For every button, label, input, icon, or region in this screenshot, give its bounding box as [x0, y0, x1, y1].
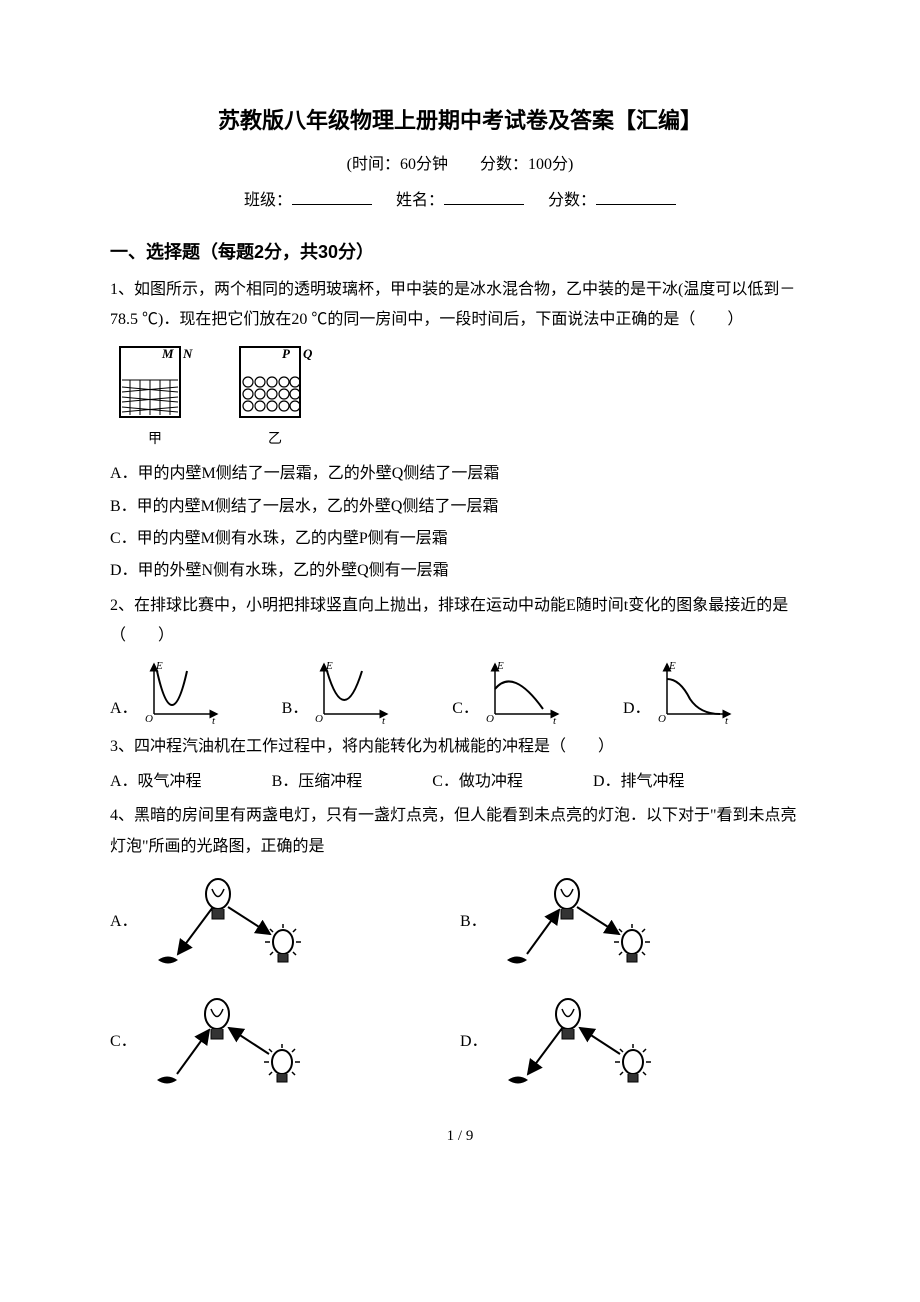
cup-yi: P Q 乙: [230, 342, 320, 454]
time-score: (时间：60分钟 分数：100分): [110, 150, 810, 180]
cup-jia-N: N: [182, 346, 193, 361]
q1-B: B．甲的内壁M侧结了一层水，乙的外壁Q侧结了一层霜: [110, 492, 810, 522]
q1-stem: 1、如图所示，两个相同的透明玻璃杯，甲中装的是冰水混合物，乙中装的是干冰(温度可…: [110, 275, 810, 336]
cup-yi-svg: P Q: [230, 342, 320, 427]
svg-text:t: t: [725, 715, 729, 724]
class-blank: [292, 188, 372, 205]
q3-stem: 3、四冲程汽油机在工作过程中，将内能转化为机械能的冲程是（ ）: [110, 732, 810, 762]
class-label: 班级：: [244, 192, 292, 209]
q2-chart-A: A． E t O: [110, 659, 222, 724]
cup-jia: M N 甲: [110, 342, 200, 454]
q1-figure: M N 甲 P Q 乙: [110, 342, 810, 454]
cup-jia-label: 甲: [110, 427, 200, 454]
svg-text:E: E: [496, 660, 504, 672]
svg-text:O: O: [658, 713, 666, 724]
q4-stem: 4、黑暗的房间里有两盏电灯，只有一盏灯点亮，但人能看到未点亮的灯泡．以下对于"看…: [110, 801, 810, 862]
q2-chart-B: B． E t O: [282, 659, 393, 724]
q2-B-label: B．: [282, 694, 309, 724]
section-1-header: 一、选择题（每题2分，共30分）: [110, 235, 810, 269]
q4-fig-B: B．: [460, 872, 810, 972]
cup-jia-M: M: [161, 346, 174, 361]
cup-jia-svg: M N: [110, 342, 200, 427]
q2-chart-C: C． E t O: [452, 659, 563, 724]
q1-C: C．甲的内壁M侧有水珠，乙的内壁P侧有一层霜: [110, 524, 810, 554]
score-blank: [596, 188, 676, 205]
q2-chart-D: D． E t O: [623, 659, 735, 724]
q3-choices: A．吸气冲程 B．压缩冲程 C．做功冲程 D．排气冲程: [110, 767, 810, 797]
svg-text:O: O: [315, 713, 323, 724]
svg-text:E: E: [325, 660, 333, 672]
cup-yi-label: 乙: [230, 427, 320, 454]
cup-yi-P: P: [282, 346, 291, 361]
name-label: 姓名：: [396, 192, 444, 209]
meta-line: 班级： 姓名： 分数：: [110, 186, 810, 216]
q4-D-label: D．: [460, 1027, 488, 1057]
exam-title: 苏教版八年级物理上册期中考试卷及答案【汇编】: [110, 100, 810, 142]
q3-C: C．做功冲程: [432, 767, 523, 797]
svg-text:O: O: [486, 713, 494, 724]
name-blank: [444, 188, 524, 205]
cup-yi-Q: Q: [303, 346, 313, 361]
svg-text:t: t: [553, 715, 557, 724]
q3-D: D．排气冲程: [593, 767, 685, 797]
q2-A-label: A．: [110, 694, 138, 724]
q2-C-label: C．: [452, 694, 479, 724]
score-label: 分数：: [548, 192, 596, 209]
q4-B-label: B．: [460, 907, 487, 937]
svg-text:O: O: [145, 713, 153, 724]
svg-text:t: t: [382, 715, 386, 724]
svg-text:E: E: [668, 660, 676, 672]
q3-A: A．吸气冲程: [110, 767, 202, 797]
q4-fig-A: A．: [110, 872, 460, 972]
q2-charts: A． E t O B． E t O C． E t O: [110, 659, 810, 724]
q1-A: A．甲的内壁M侧结了一层霜，乙的外壁Q侧结了一层霜: [110, 459, 810, 489]
q4-A-label: A．: [110, 907, 138, 937]
q2-stem: 2、在排球比赛中，小明把排球竖直向上抛出，排球在运动中动能E随时间t变化的图象最…: [110, 591, 810, 652]
q1-D: D．甲的外壁N侧有水珠，乙的外壁Q侧有一层霜: [110, 556, 810, 586]
q2-D-label: D．: [623, 694, 651, 724]
page-number: 1 / 9: [110, 1122, 810, 1151]
q4-fig-D: D．: [460, 992, 810, 1092]
q3-B: B．压缩冲程: [272, 767, 363, 797]
svg-text:E: E: [155, 660, 163, 672]
svg-text:t: t: [212, 715, 216, 724]
q4-fig-C: C．: [110, 992, 460, 1092]
q4-C-label: C．: [110, 1027, 137, 1057]
q4-figures: A．: [110, 872, 810, 1092]
